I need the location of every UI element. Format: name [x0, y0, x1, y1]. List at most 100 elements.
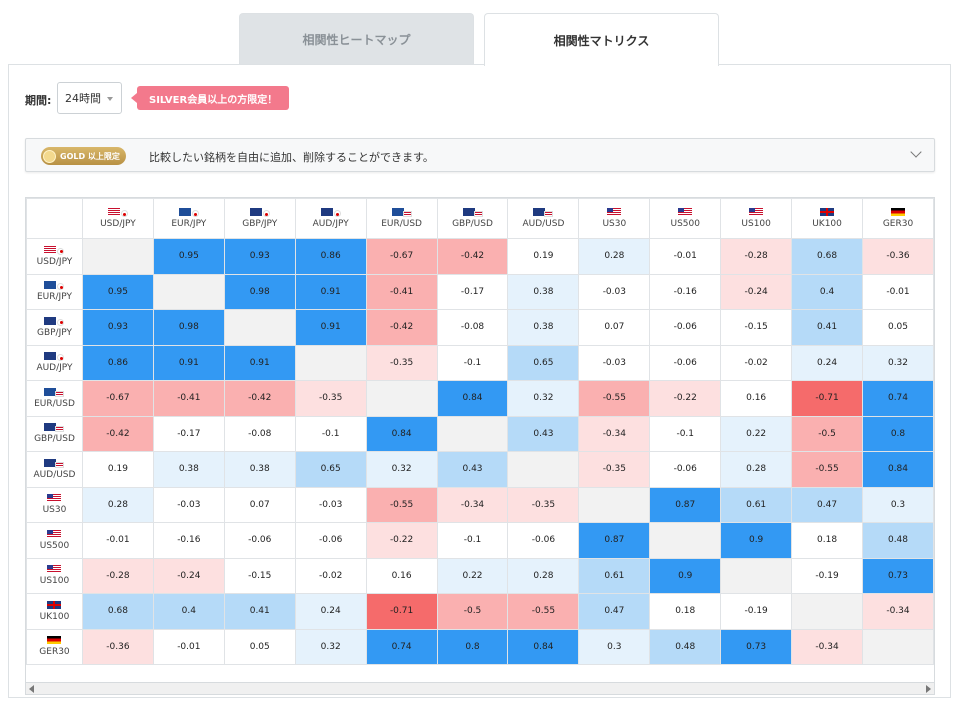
- matrix-cell: 0.91: [152, 344, 225, 381]
- auus-flag-icon: [44, 458, 65, 468]
- matrix-cell: 0.38: [223, 451, 296, 488]
- matrix-cell: -0.34: [862, 593, 934, 630]
- matrix-cell: [578, 486, 651, 523]
- matrix-cell: -0.08: [436, 309, 509, 346]
- gold-feature-bar[interactable]: GOLD 以上限定 比較したい銘柄を自由に追加、削除することができます。: [25, 138, 935, 172]
- row-header-label: USD/JPY: [36, 256, 73, 267]
- matrix-cell: -0.06: [649, 309, 722, 346]
- caret-down-icon: [107, 97, 113, 101]
- matrix-cell: 0.38: [507, 273, 580, 310]
- matrix-cell: -0.24: [152, 557, 225, 594]
- matrix-cell: [791, 593, 863, 630]
- matrix-cell: 0.8: [436, 628, 509, 665]
- row-header-label: EUR/USD: [34, 398, 75, 409]
- matrix-cell: -0.03: [578, 344, 651, 381]
- horizontal-scrollbar[interactable]: [25, 683, 935, 695]
- matrix-cell: -0.15: [223, 557, 296, 594]
- matrix-row: GBP/JPY 0.93 0.98 0.91 -0.42 -0.08 0.38 0.07 -0.…: [26, 309, 934, 346]
- matrix-row: EUR/USD -0.67 -0.41 -0.42 -0.35 0.84 0.32 -0.55…: [26, 380, 934, 417]
- row-header-label: AUD/JPY: [36, 363, 73, 374]
- silver-member-badge: SILVER会員以上の方限定！: [130, 86, 290, 110]
- column-header: EUR/JPY: [152, 198, 225, 239]
- us-flag-icon: [607, 208, 622, 216]
- matrix-cell: -0.71: [365, 593, 438, 630]
- matrix-cell: 0.41: [791, 309, 863, 346]
- column-header: AUD/USD: [507, 198, 580, 239]
- matrix-cell: 0.91: [223, 344, 296, 381]
- auus-flag-icon: [533, 208, 554, 217]
- matrix-cell: 0.48: [649, 628, 722, 665]
- column-header-label: US500: [670, 219, 700, 229]
- matrix-cell: -0.55: [578, 380, 651, 417]
- matrix-cell: [720, 557, 793, 594]
- column-header-label: GER30: [882, 219, 914, 229]
- matrix-cell: [152, 273, 225, 310]
- matrix-cell: 0.93: [81, 309, 154, 346]
- row-header: UK100: [26, 593, 83, 630]
- row-header-label: US100: [39, 576, 70, 587]
- matrix-cell: [81, 238, 154, 275]
- column-header-label: AUD/USD: [522, 219, 565, 229]
- chevron-down-icon[interactable]: [910, 146, 922, 158]
- matrix-cell: -0.06: [223, 522, 296, 559]
- row-header: EUR/USD: [26, 380, 83, 417]
- matrix-cell: -0.06: [507, 522, 580, 559]
- euus-flag-icon: [44, 387, 65, 397]
- matrix-cell: -0.34: [791, 628, 863, 665]
- matrix-cell: [294, 344, 367, 381]
- matrix-cell: -0.35: [294, 380, 367, 417]
- matrix-cell: 0.18: [791, 522, 863, 559]
- gold-badge-label: GOLD 以上限定: [60, 151, 120, 161]
- matrix-cell: 0.74: [365, 628, 438, 665]
- scroll-left-icon[interactable]: [29, 685, 34, 693]
- aujp-flag-icon: [320, 208, 341, 217]
- matrix-cell: 0.3: [578, 628, 651, 665]
- matrix-cell: 0.87: [578, 522, 651, 559]
- matrix-cell: -0.55: [791, 451, 863, 488]
- matrix-cell: 0.73: [720, 628, 793, 665]
- matrix-cell: -0.28: [81, 557, 154, 594]
- gbjp-flag-icon: [44, 316, 65, 326]
- gb-flag-icon: [47, 600, 62, 609]
- matrix-cell: 0.19: [507, 238, 580, 275]
- matrix-cell: 0.47: [578, 593, 651, 630]
- matrix-cell: 0.32: [507, 380, 580, 417]
- scroll-right-icon[interactable]: [926, 685, 931, 693]
- matrix-cell: 0.93: [223, 238, 296, 275]
- matrix-row: US100 -0.28 -0.24 -0.15 -0.02 0.16 0.22 0.28 0.6…: [26, 557, 934, 594]
- matrix-row: USD/JPY 0.95 0.93 0.86 -0.67 -0.42 0.19 0.28 -0.…: [26, 238, 934, 275]
- matrix-cell: 0.3: [862, 486, 934, 523]
- matrix-cell: -0.35: [507, 486, 580, 523]
- matrix-cell: 0.07: [223, 486, 296, 523]
- matrix-cell: 0.43: [507, 415, 580, 452]
- column-header: UK100: [791, 198, 863, 239]
- matrix-cell: -0.22: [365, 522, 438, 559]
- period-value: 24時間: [65, 92, 101, 105]
- matrix-cell: -0.01: [81, 522, 154, 559]
- matrix-cell: -0.55: [365, 486, 438, 523]
- gold-badge: GOLD 以上限定: [41, 147, 126, 165]
- tab-correlation-heatmap[interactable]: 相関性ヒートマップ: [239, 13, 474, 65]
- row-header-label: AUD/USD: [33, 469, 76, 480]
- matrix-cell: [365, 380, 438, 417]
- gbus-flag-icon: [44, 423, 65, 433]
- tab-correlation-matrix[interactable]: 相関性マトリクス: [484, 13, 719, 66]
- gbus-flag-icon: [462, 208, 483, 217]
- matrix-cell: 0.86: [294, 238, 367, 275]
- matrix-cell: 0.4: [152, 593, 225, 630]
- period-select[interactable]: 24時間: [57, 82, 122, 114]
- matrix-cell: 0.28: [81, 486, 154, 523]
- matrix-cell: 0.32: [294, 628, 367, 665]
- matrix-cell: -0.5: [791, 415, 863, 452]
- column-header: AUD/JPY: [294, 198, 367, 239]
- matrix-cell: 0.38: [152, 451, 225, 488]
- matrix-cell: -0.19: [791, 557, 863, 594]
- row-header-label: US30: [42, 505, 67, 516]
- row-header-label: GBP/JPY: [36, 327, 72, 338]
- us-flag-icon: [749, 208, 764, 216]
- column-header: EUR/USD: [365, 198, 438, 239]
- matrix-cell: -0.67: [81, 380, 154, 417]
- us-flag-icon: [678, 208, 693, 216]
- column-header-label: USD/JPY: [100, 219, 136, 229]
- tab-bar: 相関性ヒートマップ 相関性マトリクス: [239, 13, 719, 66]
